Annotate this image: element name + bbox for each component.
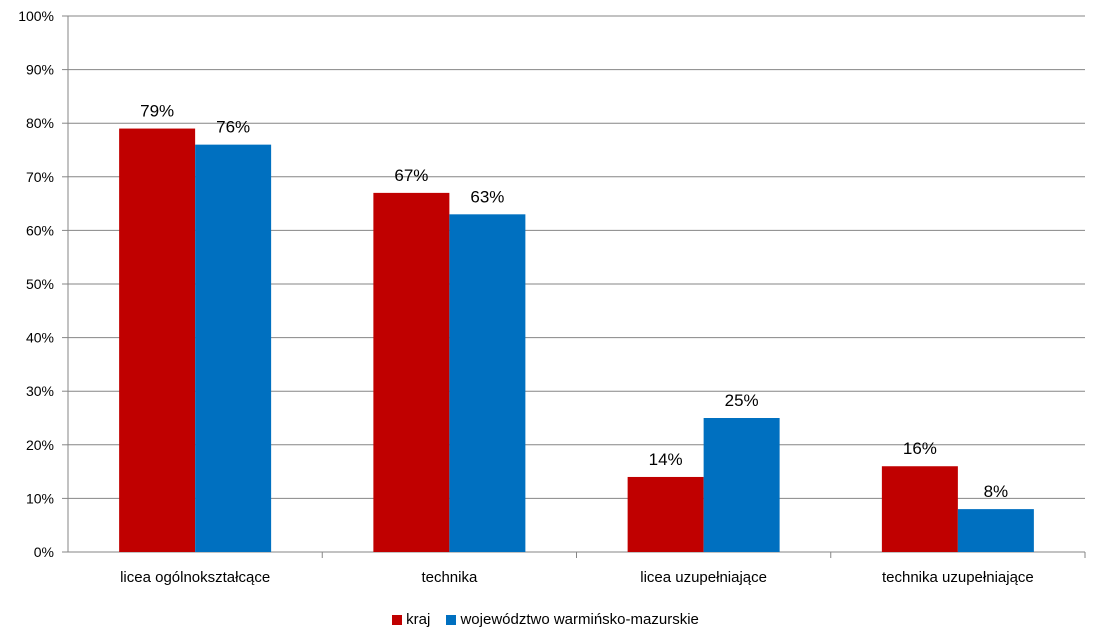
data-label: 16% — [903, 439, 937, 458]
bar-chart: 0% 10% 20% 30% 40% 50% 60% 70% 80% 90% 100% 79% 76% l… — [18, 8, 1086, 586]
x-category-label: licea uzupełniające — [640, 569, 767, 586]
data-label: 63% — [470, 187, 504, 206]
bar — [195, 144, 272, 552]
y-tick-label: 20% — [26, 437, 54, 453]
legend-swatch-wojewodztwo — [446, 614, 457, 625]
y-tick-label: 90% — [26, 62, 54, 78]
bar — [373, 192, 450, 552]
legend: kraj województwo warmińsko-mazurskie — [0, 610, 1103, 628]
legend-item-wojewodztwo: województwo warmińsko-mazurskie — [446, 610, 699, 628]
data-label: 79% — [140, 102, 174, 121]
legend-item-kraj: kraj — [392, 611, 430, 628]
data-label: 25% — [725, 391, 759, 410]
x-category-label: technika — [421, 569, 478, 586]
bar — [119, 128, 196, 552]
y-tick-label: 60% — [26, 222, 54, 238]
bar — [703, 418, 780, 552]
y-tick-label: 30% — [26, 383, 54, 399]
bar — [449, 214, 526, 552]
x-category-label: technika uzupełniające — [882, 569, 1034, 586]
y-tick-label: 70% — [26, 169, 54, 185]
bar — [627, 476, 704, 552]
x-category-label: licea ogólnokształcące — [120, 569, 270, 586]
data-label: 8% — [984, 482, 1009, 501]
y-tick-label: 50% — [26, 276, 54, 292]
data-label: 76% — [216, 118, 250, 137]
y-tick-label: 100% — [18, 8, 54, 24]
legend-swatch-kraj — [392, 614, 403, 625]
y-tick-label: 0% — [34, 544, 54, 560]
legend-label-wojewodztwo: województwo warmińsko-mazurskie — [460, 610, 699, 628]
y-tick-label: 80% — [26, 115, 54, 131]
data-label: 67% — [394, 166, 428, 185]
data-label: 14% — [649, 450, 683, 469]
bar — [957, 509, 1034, 552]
y-tick-label: 40% — [26, 330, 54, 346]
legend-label-kraj: kraj — [406, 610, 431, 628]
bar — [881, 466, 958, 552]
y-tick-label: 10% — [26, 490, 54, 506]
